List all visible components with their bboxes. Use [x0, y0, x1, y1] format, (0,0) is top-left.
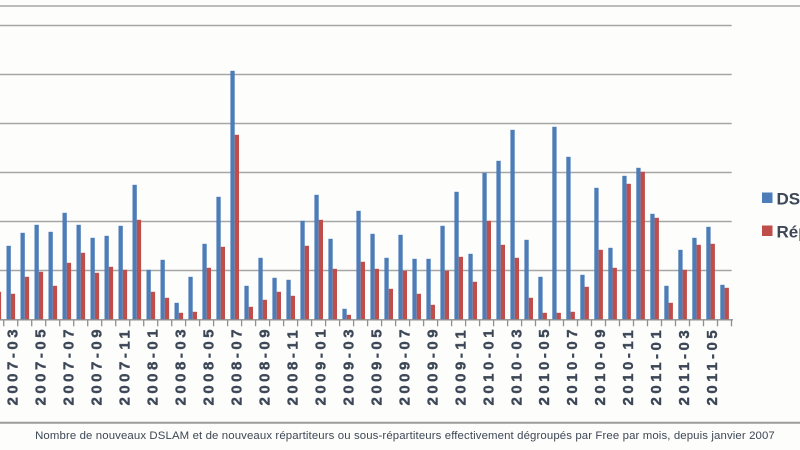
svg-text:2009-05: 2009-05 — [368, 326, 385, 406]
svg-text:2008-11: 2008-11 — [284, 327, 301, 406]
svg-text:2009-09: 2009-09 — [424, 326, 441, 406]
svg-text:2007-03: 2007-03 — [4, 326, 21, 406]
svg-text:2008-05: 2008-05 — [200, 326, 217, 406]
svg-text:2010-07: 2010-07 — [564, 326, 581, 406]
svg-text:2010-01: 2010-01 — [480, 326, 497, 406]
svg-text:2008-03: 2008-03 — [172, 326, 189, 406]
svg-text:2011-03: 2011-03 — [676, 327, 693, 406]
svg-text:DSLAM: DSLAM — [777, 190, 800, 209]
svg-text:2008-09: 2008-09 — [256, 326, 273, 406]
svg-text:2010-05: 2010-05 — [536, 326, 553, 406]
svg-text:2007-05: 2007-05 — [32, 326, 49, 406]
svg-text:2007-09: 2007-09 — [88, 326, 105, 406]
svg-text:2011-05: 2011-05 — [704, 327, 721, 406]
svg-text:2009-11: 2009-11 — [452, 327, 469, 406]
svg-text:2009-03: 2009-03 — [340, 326, 357, 406]
svg-text:2009-01: 2009-01 — [312, 326, 329, 406]
svg-text:2007-07: 2007-07 — [60, 326, 77, 406]
svg-text:2008-01: 2008-01 — [144, 326, 161, 406]
svg-text:2010-09: 2010-09 — [592, 326, 609, 406]
svg-text:2007-11: 2007-11 — [116, 327, 133, 406]
svg-text:2011-01: 2011-01 — [648, 327, 665, 406]
svg-text:2010-11: 2010-11 — [620, 327, 637, 406]
svg-text:2010-03: 2010-03 — [508, 326, 525, 406]
svg-text:Répartiteurs: Répartiteurs — [777, 223, 800, 242]
svg-text:Nombre de nouveaux DSLAM et de: Nombre de nouveaux DSLAM et de nouveaux … — [35, 430, 775, 442]
svg-text:2008-07: 2008-07 — [228, 326, 245, 406]
svg-text:2009-07: 2009-07 — [396, 326, 413, 406]
